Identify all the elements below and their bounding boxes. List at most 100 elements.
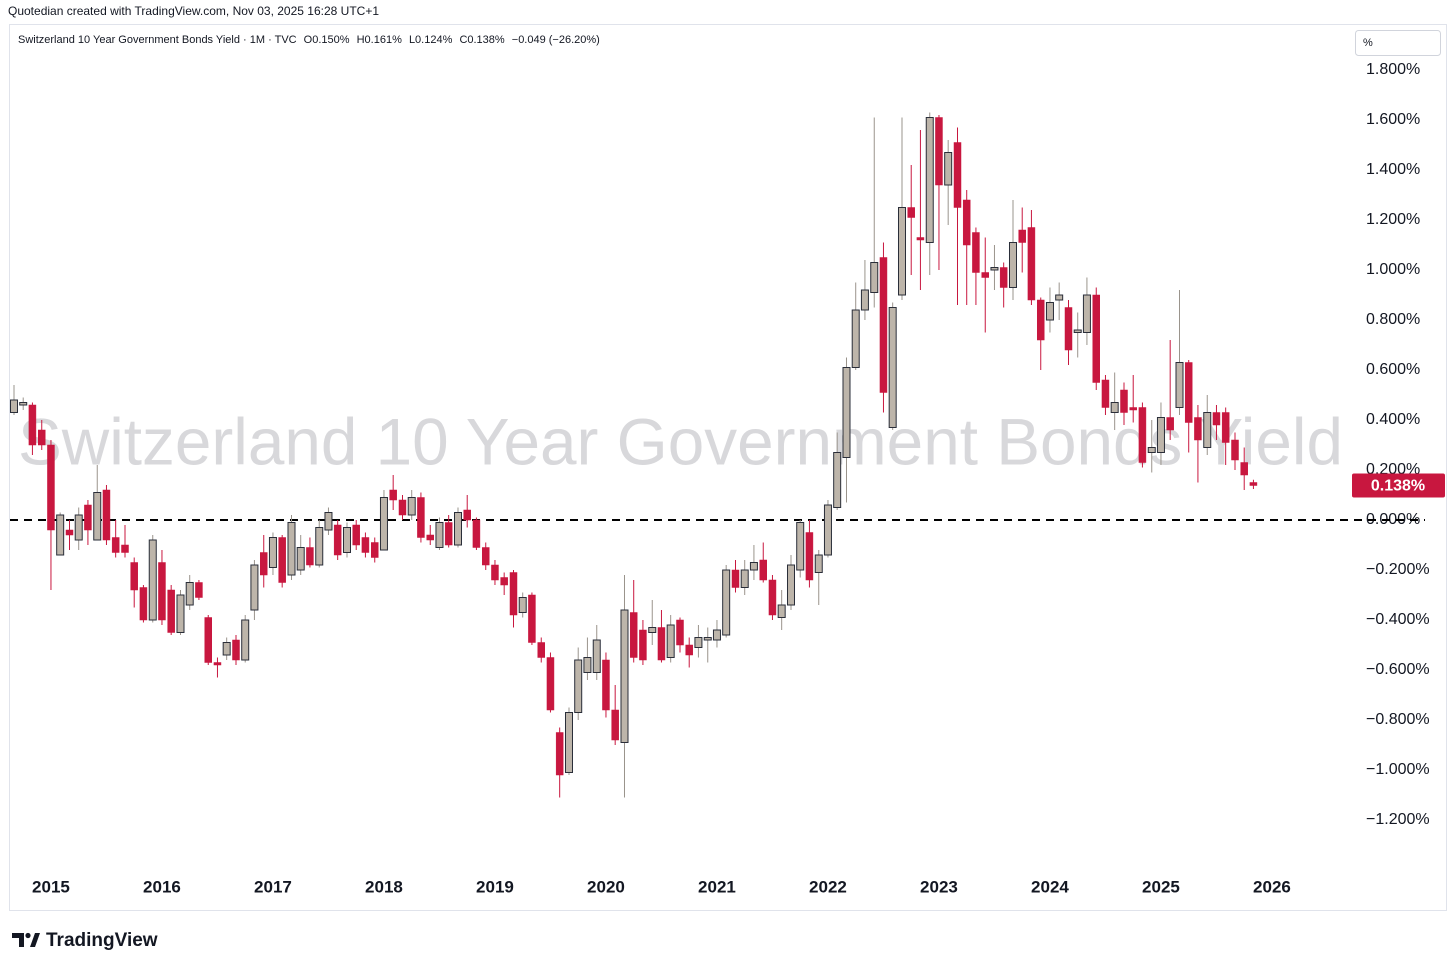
candle-body (962, 199, 971, 246)
candle-body (28, 404, 37, 446)
candle-body (768, 579, 777, 616)
candle-body (472, 519, 481, 548)
legend-high: H0.161% (357, 34, 402, 46)
candle-body (111, 537, 120, 553)
legend-change: −0.049 (−26.20%) (512, 34, 600, 46)
x-tick-label: 2019 (476, 877, 514, 896)
candle-body (657, 627, 666, 661)
x-tick-label: 2015 (32, 877, 70, 896)
candle-body (685, 644, 693, 656)
candle-body (1064, 307, 1073, 351)
candle-body (740, 569, 749, 588)
candle-body (1045, 302, 1054, 321)
candle-body (56, 514, 65, 556)
candle-body (1018, 229, 1026, 243)
candle-body (1240, 462, 1248, 476)
y-tick-label: 1.800% (1366, 61, 1420, 78)
y-tick-label: −0.200% (1366, 561, 1430, 578)
chart-frame (9, 24, 1447, 911)
candle-body (602, 659, 610, 711)
legend-open: O0.150% (304, 34, 350, 46)
candle-body (453, 512, 462, 546)
y-tick-label: −0.600% (1366, 661, 1430, 678)
candle-body (1184, 362, 1193, 423)
y-tick-label: −0.400% (1366, 611, 1430, 628)
candle-body (1203, 412, 1212, 448)
candle-body (417, 497, 425, 538)
attribution: Quotedian created with TradingView.com, … (8, 4, 379, 18)
candle-body (195, 582, 203, 598)
candle-body (722, 569, 731, 636)
candle-body (712, 629, 721, 641)
candle-body (805, 532, 814, 581)
candle-body (574, 659, 583, 713)
candle-body (379, 497, 388, 551)
candle-body (731, 569, 740, 588)
legend-low: L0.124% (409, 34, 453, 46)
candle-body (9, 399, 18, 413)
candle-body (528, 594, 536, 643)
candle-body (167, 589, 175, 633)
candle-body (953, 142, 962, 208)
candle-body (1221, 412, 1230, 443)
candle-body (1249, 482, 1258, 486)
candle-body (74, 514, 83, 541)
last-price-tag (1352, 473, 1445, 498)
candle-body (185, 582, 194, 606)
candle-body (148, 539, 157, 621)
candle-body (786, 564, 795, 606)
candle-body (814, 554, 823, 573)
candle-body (833, 452, 842, 508)
candle-body (935, 117, 943, 186)
candle-body (287, 522, 296, 576)
logo-icon (12, 933, 24, 947)
x-tick-label: 2023 (920, 877, 958, 896)
logo-icon (25, 932, 31, 939)
candle-body (1138, 407, 1147, 463)
candle-body (213, 662, 222, 666)
candle-body (296, 547, 305, 571)
candle-body (583, 657, 592, 673)
y-tick-label: 1.000% (1366, 261, 1420, 278)
candle-body (546, 657, 555, 711)
candle-body (47, 444, 55, 531)
candle-body (158, 562, 166, 621)
candle-body (1027, 227, 1036, 301)
candle-body (676, 619, 684, 646)
candle-body (121, 544, 129, 553)
candle-body (426, 534, 434, 541)
x-tick-label: 2016 (143, 877, 181, 896)
y-tick-label: −1.200% (1366, 811, 1430, 828)
candle-body (870, 262, 879, 293)
candle-body (352, 524, 360, 546)
candle-body (84, 504, 92, 531)
candle-body (306, 547, 314, 566)
candle-body (204, 617, 212, 663)
candle-body (500, 577, 508, 586)
candle-body (823, 504, 832, 556)
unit-box[interactable] (1355, 30, 1441, 56)
candle-body (407, 497, 416, 516)
y-tick-label: 1.600% (1366, 111, 1420, 128)
candle-body (639, 629, 647, 661)
candle-body (777, 604, 786, 618)
x-tick-label: 2025 (1142, 877, 1180, 896)
candle-body (1073, 329, 1082, 333)
candle-body (241, 619, 250, 661)
legend-title: Switzerland 10 Year Government Bonds Yie… (18, 34, 297, 46)
candle-body (990, 267, 999, 271)
legend-close: C0.138% (459, 34, 504, 46)
candle-body (435, 522, 444, 548)
brand-logo (12, 932, 40, 947)
candle-body (537, 642, 545, 658)
y-tick-label: 0.000% (1366, 511, 1420, 528)
y-tick-label: −1.000% (1366, 761, 1430, 778)
candle-body (555, 732, 564, 776)
candle-body (491, 564, 499, 581)
candle-body (1036, 299, 1045, 341)
x-tick-label: 2020 (587, 877, 625, 896)
candle-body (324, 512, 333, 531)
candle-body (222, 642, 231, 656)
